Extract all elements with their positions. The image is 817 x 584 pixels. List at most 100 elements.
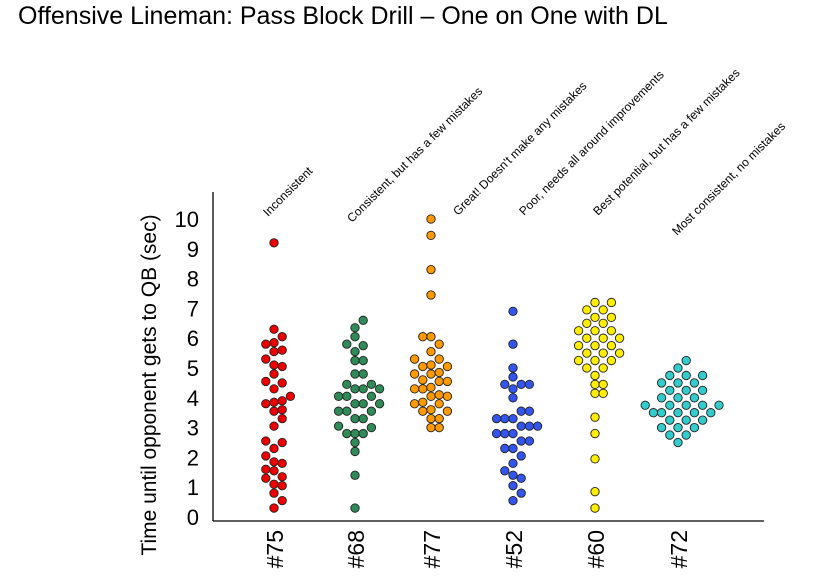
data-point <box>508 443 518 454</box>
data-point <box>590 388 600 398</box>
data-point <box>590 297 600 308</box>
data-point <box>350 323 360 333</box>
data-point <box>516 473 526 483</box>
data-point <box>350 470 360 480</box>
data-point <box>333 406 344 416</box>
data-point <box>426 382 436 393</box>
data-point <box>426 422 436 433</box>
data-point <box>269 324 279 334</box>
data-point <box>418 375 428 385</box>
data-point <box>491 428 502 439</box>
data-point <box>524 379 535 390</box>
data-point <box>277 437 287 448</box>
data-point <box>261 473 271 483</box>
y-tick-label: 9 <box>187 237 199 262</box>
data-point <box>426 414 436 424</box>
data-point <box>665 430 675 440</box>
y-tick-label: 3 <box>187 416 199 441</box>
data-point <box>277 405 287 415</box>
data-point <box>277 481 287 491</box>
data-point <box>582 333 592 343</box>
data-point <box>516 488 526 498</box>
data-point <box>516 451 526 461</box>
data-point <box>358 355 368 366</box>
x-category-label: #68 <box>343 530 369 568</box>
data-point <box>673 363 683 373</box>
data-point <box>366 379 377 390</box>
data-point <box>573 326 584 336</box>
data-point <box>269 369 279 379</box>
data-point <box>442 406 453 416</box>
data-point <box>342 428 352 439</box>
data-point <box>261 436 271 446</box>
data-point <box>673 437 683 448</box>
data-point <box>409 384 420 394</box>
x-category-label: #75 <box>262 530 288 568</box>
data-point <box>689 393 700 403</box>
data-point <box>508 339 518 349</box>
y-tick-labels: 0 1 2 3 4 5 6 7 8 9 10 <box>175 207 199 530</box>
x-category-labels: #75 #68 #77 #52 #60 #72 <box>262 530 692 568</box>
data-point <box>434 339 444 349</box>
data-point <box>582 305 592 315</box>
data-point <box>269 466 279 476</box>
data-point <box>350 503 360 513</box>
data-point <box>673 422 683 433</box>
data-point <box>508 384 518 394</box>
annotation-label: Most consistent, no mistakes <box>669 119 788 238</box>
annotation-label: Inconsistent <box>260 163 316 219</box>
data-point <box>426 265 436 275</box>
y-tick-label: 0 <box>187 505 199 530</box>
data-point <box>689 378 700 388</box>
data-point <box>409 369 420 379</box>
data-point <box>614 348 625 358</box>
data-point <box>409 354 420 364</box>
data-point <box>358 384 368 394</box>
data-point <box>590 454 600 464</box>
data-point <box>656 378 667 388</box>
x-category-label: #72 <box>666 530 692 568</box>
x-category-label: #52 <box>501 530 527 568</box>
y-tick-label: 8 <box>187 267 199 292</box>
y-axis-label: Time until opponent gets to QB (sec) <box>138 214 161 555</box>
data-point <box>516 406 526 416</box>
x-category-label: #77 <box>419 530 445 568</box>
data-point <box>434 399 444 409</box>
data-point <box>598 318 608 328</box>
data-point <box>656 393 667 403</box>
data-point <box>606 340 617 351</box>
data-point <box>590 487 600 497</box>
data-point <box>590 340 600 351</box>
data-point <box>508 306 518 317</box>
data-point <box>269 406 279 416</box>
data-point <box>681 430 691 440</box>
data-point <box>706 408 716 418</box>
data-point <box>665 415 675 425</box>
data-point <box>598 333 608 343</box>
data-point <box>434 414 444 424</box>
data-point <box>508 470 518 480</box>
data-point <box>269 360 279 370</box>
data-point <box>426 214 436 224</box>
data-point <box>598 348 608 358</box>
data-point <box>697 370 708 381</box>
data-point <box>269 479 279 489</box>
y-tick-label: 7 <box>187 296 199 321</box>
data-point <box>261 464 271 474</box>
data-point <box>697 415 708 425</box>
annotation-label: Poor, needs all around improvements <box>516 68 666 218</box>
data-point <box>665 400 675 410</box>
data-point <box>508 372 518 382</box>
data-point <box>333 421 344 431</box>
data-point <box>350 384 360 394</box>
data-point <box>358 399 368 409</box>
data-point <box>277 332 287 342</box>
data-point <box>516 379 526 390</box>
data-point <box>434 376 444 387</box>
y-tick-label: 10 <box>175 207 199 232</box>
data-point <box>673 393 683 403</box>
data-point <box>714 400 724 410</box>
data-point <box>418 332 428 342</box>
data-point <box>269 238 279 248</box>
data-point <box>261 339 271 349</box>
